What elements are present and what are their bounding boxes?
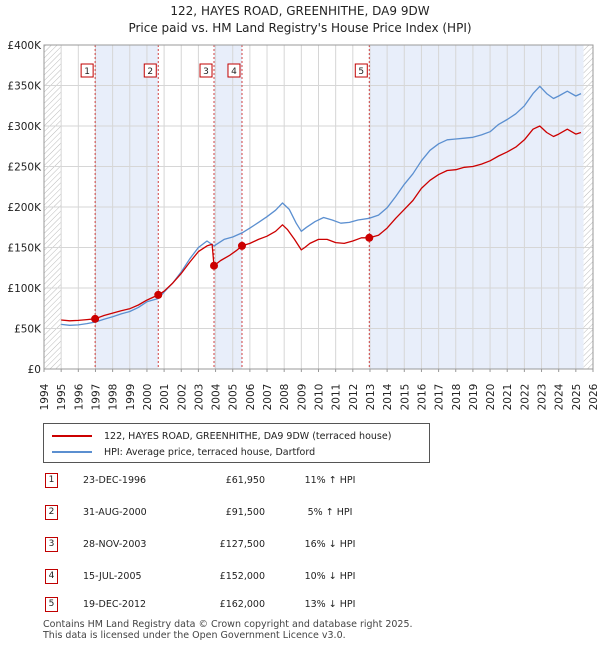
sale-price: £91,500 — [225, 507, 265, 518]
x-tick-label: 2019 — [468, 384, 480, 411]
y-tick-label: £50K — [14, 324, 42, 336]
sale-number-badge: 1 — [45, 473, 58, 488]
hpi-line — [61, 85, 582, 326]
chart-subtitle: Price paid vs. HM Land Registry's House … — [128, 21, 472, 35]
x-tick-label: 2008 — [279, 384, 291, 411]
sale-hpi-diff: 10% ↓ HPI — [304, 571, 356, 582]
legend-swatch-property — [52, 435, 92, 437]
x-tick-label: 2005 — [228, 384, 240, 411]
sale-date: 19-DEC-2012 — [83, 599, 147, 610]
x-tick-label: 2002 — [176, 384, 188, 411]
sale-number-badge: 3 — [45, 537, 58, 552]
sale-date: 15-JUL-2005 — [83, 571, 142, 582]
x-tick-label: 2022 — [519, 384, 531, 411]
sale-price: £61,950 — [225, 475, 265, 486]
sale-number-badge: 4 — [45, 569, 58, 584]
x-tick-label: 2018 — [451, 384, 463, 411]
x-tick-label: 2023 — [537, 384, 549, 411]
sale-price: £162,000 — [219, 599, 265, 610]
axes: £0 £50K £100K £150K £200K £250K £300K £350K £400… — [7, 40, 600, 410]
sale-label-box — [354, 63, 368, 78]
table-row: 5 19-DEC-2012 £162,000 13% ↓ HPI — [43, 596, 443, 614]
table-row: 1 23-DEC-1996 £61,950 11% ↑ HPI — [43, 472, 443, 490]
sale-label-box — [143, 63, 157, 78]
chart-title: 122, HAYES ROAD, GREENHITHE, DA9 9DW — [170, 4, 430, 18]
x-tick-label: 1995 — [56, 384, 68, 411]
x-tick-label: 2015 — [399, 384, 411, 411]
y-tick-label: £100K — [7, 283, 42, 295]
x-tick-label: 2000 — [142, 384, 154, 411]
sale-date: 23-DEC-1996 — [83, 475, 147, 486]
sale-number-badge: 5 — [45, 597, 58, 612]
sale-date: 31-AUG-2000 — [83, 507, 147, 518]
x-tick-label: 2006 — [245, 383, 257, 410]
sale-price: £152,000 — [219, 571, 265, 582]
price-chart: 1 2 3 4 5 £0 £50K £100K £150K £200K £250K £300K £35… — [7, 40, 600, 410]
x-tick-label: 2024 — [554, 383, 566, 410]
x-tick-label: 2016 — [416, 383, 428, 410]
x-tick-label: 2010 — [314, 384, 326, 411]
x-tick-label: 2021 — [502, 384, 514, 411]
table-row: 4 15-JUL-2005 £152,000 10% ↓ HPI — [43, 568, 443, 586]
x-tick-label: 2025 — [571, 384, 583, 411]
table-row: 3 28-NOV-2003 £127,500 16% ↓ HPI — [43, 536, 443, 554]
x-tick-label: 2001 — [159, 384, 171, 411]
sale-label: 2 — [147, 67, 153, 77]
legend-label-hpi: HPI: Average price, terraced house, Dart… — [104, 446, 316, 458]
legend-item-hpi: HPI: Average price, terraced house, Dart… — [52, 445, 315, 459]
x-tick-label: 2009 — [296, 384, 308, 411]
y-tick-label: £300K — [7, 121, 42, 133]
sale-number-badge: 2 — [45, 505, 58, 520]
x-tick-label: 1994 — [39, 383, 51, 410]
sale-point — [237, 241, 246, 250]
x-tick-label: 2012 — [348, 384, 360, 411]
table-row: 2 31-AUG-2000 £91,500 5% ↑ HPI — [43, 504, 443, 522]
x-tick-label: 2013 — [365, 384, 377, 411]
y-tick-label: £0 — [28, 364, 41, 376]
y-tick-label: £350K — [7, 81, 42, 93]
x-tick-label: 2014 — [382, 383, 394, 410]
x-tick-label: 2003 — [193, 384, 205, 411]
sale-markers: 1 2 3 4 5 — [80, 63, 374, 323]
sale-label-box — [199, 63, 213, 78]
sale-label-box — [227, 63, 241, 78]
y-tick-label: £150K — [7, 243, 42, 255]
x-tick-label: 2011 — [331, 384, 343, 411]
legend-swatch-hpi — [52, 451, 92, 453]
x-tick-label: 1999 — [125, 384, 137, 411]
sale-hpi-diff: 13% ↓ HPI — [304, 599, 356, 610]
sale-point — [91, 314, 100, 323]
legend-label-property: 122, HAYES ROAD, GREENHITHE, DA9 9DW (te… — [104, 430, 392, 442]
y-tick-label: £400K — [7, 40, 42, 52]
x-tick-label: 2004 — [211, 383, 223, 410]
footer: Contains HM Land Registry data © Crown c… — [43, 619, 413, 641]
sale-date: 28-NOV-2003 — [83, 539, 147, 550]
sale-label-box — [80, 63, 94, 78]
sale-label: 5 — [358, 67, 364, 77]
chart-title-block: 122, HAYES ROAD, GREENHITHE, DA9 9DW Pri… — [0, 3, 600, 37]
x-tick-label: 1996 — [73, 383, 85, 410]
legend: 122, HAYES ROAD, GREENHITHE, DA9 9DW (te… — [43, 423, 430, 463]
sale-label: 3 — [203, 67, 209, 77]
sale-point — [154, 290, 163, 299]
footer-copyright: Contains HM Land Registry data © Crown c… — [43, 619, 413, 630]
sale-hpi-diff: 5% ↑ HPI — [307, 507, 353, 518]
legend-item-property: 122, HAYES ROAD, GREENHITHE, DA9 9DW (te… — [52, 429, 391, 443]
sale-label: 4 — [231, 67, 237, 77]
x-tick-label: 2026 — [588, 383, 600, 410]
x-tick-label: 2017 — [434, 384, 446, 411]
y-tick-label: £250K — [7, 162, 42, 174]
y-tick-label: £200K — [7, 202, 42, 214]
footer-licence: This data is licensed under the Open Gov… — [43, 629, 346, 641]
x-tick-label: 1998 — [108, 384, 120, 411]
sale-hpi-diff: 11% ↑ HPI — [304, 475, 356, 486]
sale-label: 1 — [84, 67, 90, 77]
x-tick-label: 2007 — [262, 384, 274, 411]
sale-hpi-diff: 16% ↓ HPI — [304, 539, 356, 550]
sale-price: £127,500 — [219, 539, 265, 550]
x-tick-label: 1997 — [90, 384, 102, 411]
sale-point — [210, 261, 219, 270]
sale-point — [365, 233, 374, 242]
x-tick-label: 2020 — [485, 384, 497, 411]
